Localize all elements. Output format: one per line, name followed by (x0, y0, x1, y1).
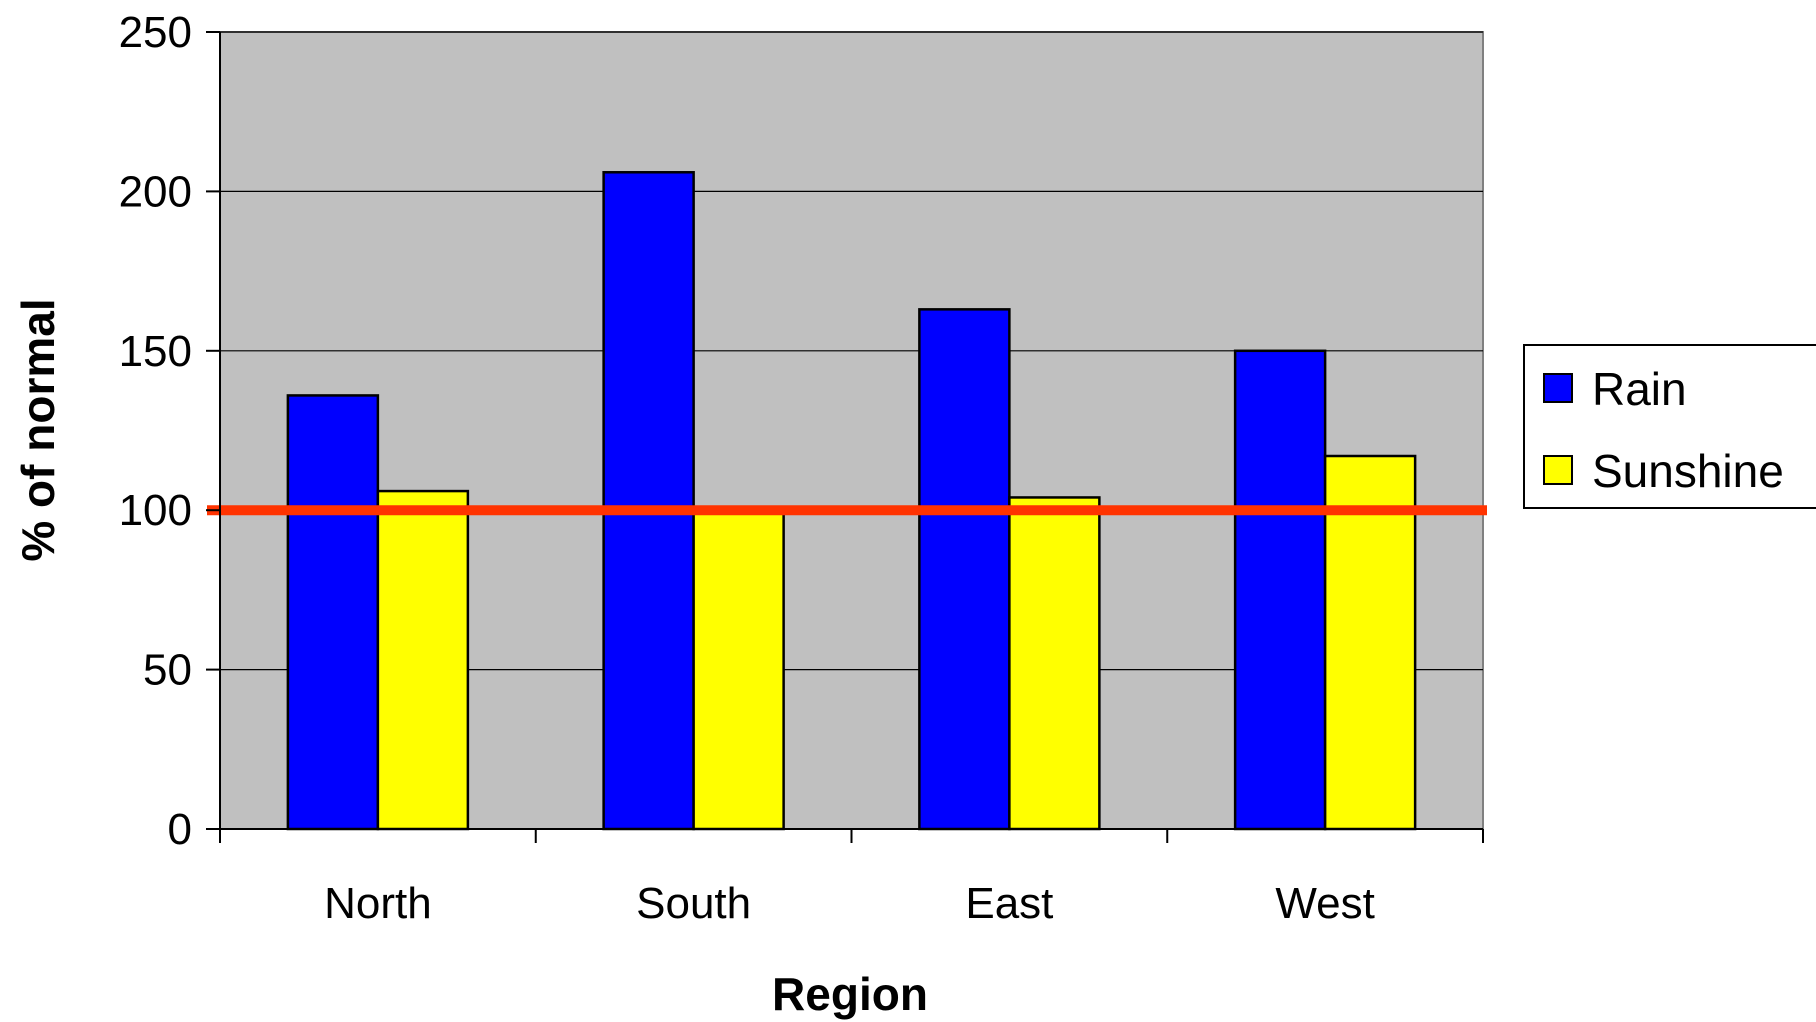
y-tick-label: 50 (143, 646, 192, 695)
legend: Rain Sunshine (1523, 344, 1816, 509)
x-axis-title: Region (772, 968, 928, 1020)
bar-rain-south (602, 171, 695, 831)
x-ticks: North South East West (219, 829, 1484, 928)
legend-label-rain: Rain (1592, 363, 1687, 415)
bar-rain-north (286, 394, 380, 831)
legend-swatch-rain (1543, 373, 1573, 403)
y-tick-label: 0 (168, 805, 192, 854)
bars (286, 171, 1417, 831)
bar-sunshine-east (1008, 496, 1101, 831)
x-tick-label: North (324, 879, 432, 928)
x-tick-label: South (636, 879, 751, 928)
bar-sunshine-south (692, 508, 785, 831)
y-tick-label: 100 (119, 486, 192, 535)
legend-label-sunshine: Sunshine (1592, 445, 1784, 497)
x-tick-label: West (1275, 879, 1374, 928)
bar-rain-east (918, 308, 1011, 831)
x-tick-label: East (965, 879, 1053, 928)
y-tick-label: 200 (119, 167, 192, 216)
y-ticks: 0 50 100 150 200 250 (119, 8, 220, 854)
y-tick-label: 250 (119, 8, 192, 57)
bar-sunshine-west (1323, 454, 1417, 831)
y-tick-label: 150 (119, 327, 192, 376)
y-axis-title: % of normal (12, 298, 64, 561)
legend-swatch-sunshine (1543, 455, 1573, 485)
bar-sunshine-north (376, 489, 470, 831)
bar-rain-west (1233, 349, 1327, 831)
